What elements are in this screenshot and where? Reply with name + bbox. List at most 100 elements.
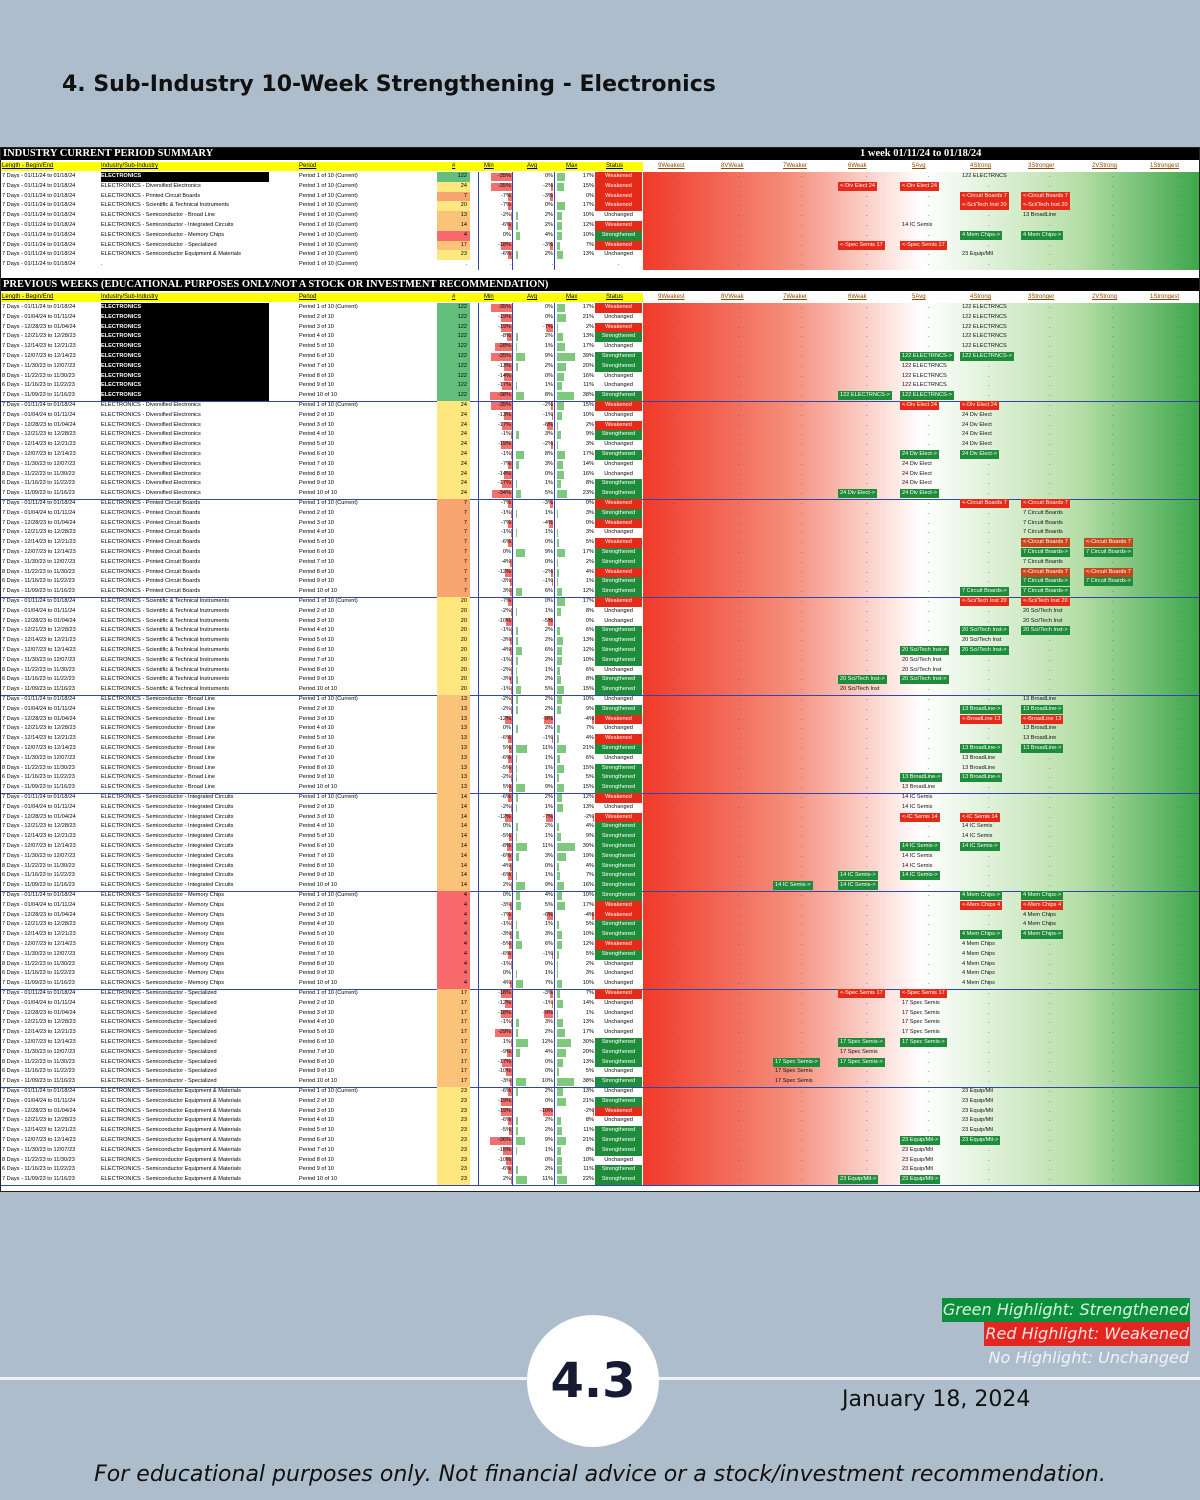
empty-cell-dot: . bbox=[673, 304, 675, 310]
empty-cell-dot: . bbox=[866, 794, 868, 800]
strength-tag: 4 Mem Chips bbox=[962, 941, 995, 947]
min-value: -9% bbox=[501, 1048, 511, 1055]
avg-value: 10% bbox=[541, 1078, 553, 1085]
empty-cell-dot: . bbox=[1112, 1156, 1114, 1163]
stock-count: 23 bbox=[437, 1175, 470, 1185]
empty-cell-dot: . bbox=[1178, 241, 1180, 248]
empty-cell-dot: . bbox=[1049, 451, 1051, 457]
stock-count: 13 bbox=[437, 211, 470, 221]
empty-cell-dot: . bbox=[1178, 192, 1180, 199]
empty-cell-dot: . bbox=[866, 323, 868, 330]
col-length-begin-end: Length - Begin/End bbox=[2, 163, 54, 169]
status-label: Weakened bbox=[595, 1106, 642, 1117]
max-value: 22% bbox=[582, 1176, 594, 1183]
status-label: Weakened bbox=[595, 181, 642, 192]
avg-bar bbox=[516, 1019, 519, 1028]
min-value: -6% bbox=[501, 735, 511, 742]
avg-value: 0% bbox=[544, 1068, 553, 1075]
empty-cell-dot: . bbox=[673, 794, 675, 800]
empty-cell-dot: . bbox=[801, 470, 803, 477]
empty-cell-dot: . bbox=[673, 921, 675, 928]
empty-cell-dot: . bbox=[1178, 1039, 1180, 1045]
empty-cell-dot: . bbox=[866, 500, 868, 506]
min-bar bbox=[510, 803, 512, 812]
avg-bar bbox=[546, 813, 553, 822]
empty-cell-dot: . bbox=[866, 353, 868, 359]
empty-cell-dot: . bbox=[738, 872, 740, 879]
empty-cell-dot: . bbox=[738, 261, 740, 268]
empty-cell-dot: . bbox=[988, 212, 990, 219]
empty-cell-dot: . bbox=[1178, 578, 1180, 585]
empty-cell-dot: . bbox=[1178, 803, 1180, 810]
empty-cell-dot: . bbox=[1049, 173, 1051, 179]
col-3stronger: 3Stronger bbox=[1028, 163, 1055, 169]
empty-cell-dot: . bbox=[738, 372, 740, 379]
empty-cell-dot: . bbox=[1112, 470, 1114, 477]
industry-name: ELECTRONICS - Semiconductor - Memory Chi… bbox=[101, 980, 225, 987]
history-row: 7 Days - 01/11/24 to 01/18/24 ELECTRONICS… bbox=[0, 793, 1200, 803]
empty-cell-dot: . bbox=[988, 470, 990, 477]
stock-count: 13 bbox=[437, 773, 470, 784]
avg-bar bbox=[516, 362, 518, 371]
max-value: 15% bbox=[582, 686, 594, 693]
empty-cell-dot: . bbox=[1112, 1097, 1114, 1104]
empty-cell-dot: . bbox=[738, 980, 740, 987]
period-label: Period 2 of 10 bbox=[299, 509, 334, 516]
empty-cell-dot: . bbox=[801, 231, 803, 238]
max-value: 7% bbox=[585, 872, 594, 879]
avg-bar bbox=[552, 411, 553, 420]
avg-bar bbox=[516, 607, 517, 616]
period-range: 7 Days - 01/04/24 to 01/11/24 bbox=[2, 607, 76, 614]
max-value: 21% bbox=[582, 1137, 594, 1143]
empty-cell-dot: . bbox=[1178, 460, 1180, 467]
strength-tag: <-Mem Chips 4 bbox=[1021, 900, 1064, 910]
empty-cell-dot: . bbox=[738, 970, 740, 977]
empty-cell-dot: . bbox=[1112, 813, 1114, 820]
empty-cell-dot: . bbox=[801, 362, 803, 369]
strength-tag: <-Spec Semis 17 bbox=[900, 240, 947, 250]
max-bar bbox=[557, 1039, 571, 1047]
empty-cell-dot: . bbox=[738, 1176, 740, 1183]
avg-value: 1% bbox=[544, 382, 553, 389]
max-bar bbox=[557, 392, 575, 401]
min-value: -10% bbox=[497, 617, 511, 624]
empty-cell-dot: . bbox=[801, 549, 803, 555]
max-bar bbox=[557, 598, 565, 606]
min-value: -17% bbox=[497, 382, 511, 389]
empty-cell-dot: . bbox=[1049, 1146, 1051, 1153]
avg-value: 4% bbox=[544, 231, 553, 238]
empty-cell-dot: . bbox=[673, 872, 675, 879]
strength-tag: 13 BroadLine bbox=[1023, 735, 1057, 742]
status-label: Weakened bbox=[595, 191, 642, 202]
empty-cell-dot: . bbox=[988, 735, 990, 742]
max-value: 9% bbox=[585, 833, 594, 840]
empty-cell-dot: . bbox=[1112, 598, 1114, 604]
strength-tag: 23 Equip/Mtl bbox=[962, 1117, 994, 1124]
min-bar bbox=[510, 882, 512, 891]
status-label: Strengthened bbox=[595, 655, 642, 666]
min-value: 5% bbox=[502, 745, 511, 751]
max-bar bbox=[557, 343, 565, 352]
avg-value: -9% bbox=[543, 715, 553, 722]
empty-cell-dot: . bbox=[673, 696, 675, 702]
max-value: 17% bbox=[582, 304, 594, 310]
empty-cell-dot: . bbox=[1112, 843, 1114, 849]
empty-cell-dot: . bbox=[801, 353, 803, 359]
strength-tag: 4 Mem Chips bbox=[962, 960, 995, 967]
empty-cell-dot: . bbox=[928, 911, 930, 918]
history-row: 7 Days - 12/28/23 to 01/04/24 ELECTRONICS… bbox=[0, 714, 1200, 725]
avg-value: 2% bbox=[544, 794, 553, 800]
history-row: 6 Days - 11/16/23 to 11/22/23 ELECTRONICS… bbox=[0, 871, 1200, 882]
max-value: 13% bbox=[582, 1019, 594, 1026]
strength-tag: 4 Mem Chips bbox=[962, 970, 995, 977]
col-status: Status bbox=[606, 163, 624, 169]
empty-cell-dot: . bbox=[801, 202, 803, 209]
previous-column-header-bg bbox=[0, 293, 643, 302]
empty-cell-dot: . bbox=[1112, 676, 1114, 683]
strength-tag: 24 Div Elect-> bbox=[960, 450, 999, 459]
empty-cell-dot: . bbox=[1049, 823, 1051, 830]
empty-cell-dot: . bbox=[866, 764, 868, 771]
max-value: 2% bbox=[585, 421, 594, 428]
empty-cell-dot: . bbox=[988, 656, 990, 663]
min-bar bbox=[510, 1176, 512, 1185]
